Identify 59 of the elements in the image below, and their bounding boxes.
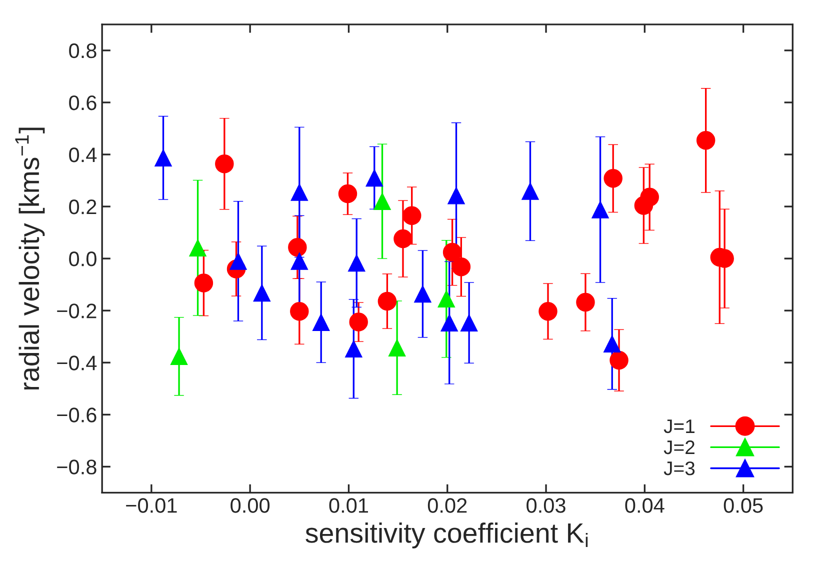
- x-tick-label: −0.01: [126, 498, 177, 513]
- legend-label: J=1: [664, 420, 694, 434]
- point: [610, 350, 628, 370]
- y-tick-label: 0.4: [69, 147, 97, 162]
- x-tick-label: 0.02: [428, 498, 467, 513]
- x-tick-label: 0.00: [230, 498, 270, 513]
- x-tick-label: 0.01: [329, 498, 368, 513]
- point: [338, 184, 358, 204]
- point: [344, 340, 362, 358]
- point: [348, 254, 366, 272]
- y-tick-label: −0.2: [57, 304, 96, 318]
- y-tick-label: 0.6: [69, 95, 96, 110]
- point: [154, 149, 172, 167]
- point: [592, 200, 609, 218]
- point: [576, 292, 595, 312]
- point: [442, 242, 462, 262]
- y-tick-label: 0.2: [69, 200, 96, 214]
- point: [522, 182, 539, 200]
- y-tick-label: −0.6: [57, 408, 96, 422]
- y-tick-label: −0.4: [57, 356, 97, 370]
- point: [366, 169, 384, 187]
- point: [440, 314, 458, 332]
- point: [414, 285, 432, 303]
- point: [290, 302, 309, 321]
- point: [394, 229, 412, 248]
- point: [640, 188, 659, 207]
- x-axis-title: sensitivity coefficient K$_{i}$: [306, 522, 588, 548]
- point: [290, 184, 308, 201]
- legend-label: J=2: [664, 440, 694, 454]
- point: [452, 257, 471, 276]
- point: [604, 169, 622, 188]
- point: [170, 348, 188, 366]
- y-tick-label: 0.8: [69, 43, 96, 58]
- point: [448, 186, 465, 204]
- point: [215, 154, 234, 174]
- point: [253, 284, 271, 302]
- legend-label: J=3: [664, 461, 695, 476]
- point: [388, 339, 406, 356]
- x-tick-label: 0.03: [526, 498, 566, 513]
- point: [538, 302, 558, 321]
- point: [230, 252, 247, 270]
- point: [438, 290, 456, 308]
- x-tick-label: 0.04: [625, 498, 664, 513]
- point: [288, 238, 307, 257]
- point: [696, 131, 716, 150]
- point: [374, 192, 391, 210]
- point: [349, 312, 368, 332]
- x-tick-label: 0.05: [724, 498, 763, 513]
- point: [189, 239, 206, 257]
- y-tick-label: −0.8: [57, 460, 96, 474]
- point: [290, 252, 308, 270]
- point: [194, 274, 214, 292]
- y-axis-title: radial velocity [kms$^{−1}$]: [15, 128, 45, 390]
- point: [378, 292, 397, 311]
- point: [460, 314, 478, 332]
- y-tick-label: 0.0: [69, 252, 96, 266]
- point: [603, 335, 621, 353]
- point: [402, 206, 422, 225]
- point: [312, 314, 330, 331]
